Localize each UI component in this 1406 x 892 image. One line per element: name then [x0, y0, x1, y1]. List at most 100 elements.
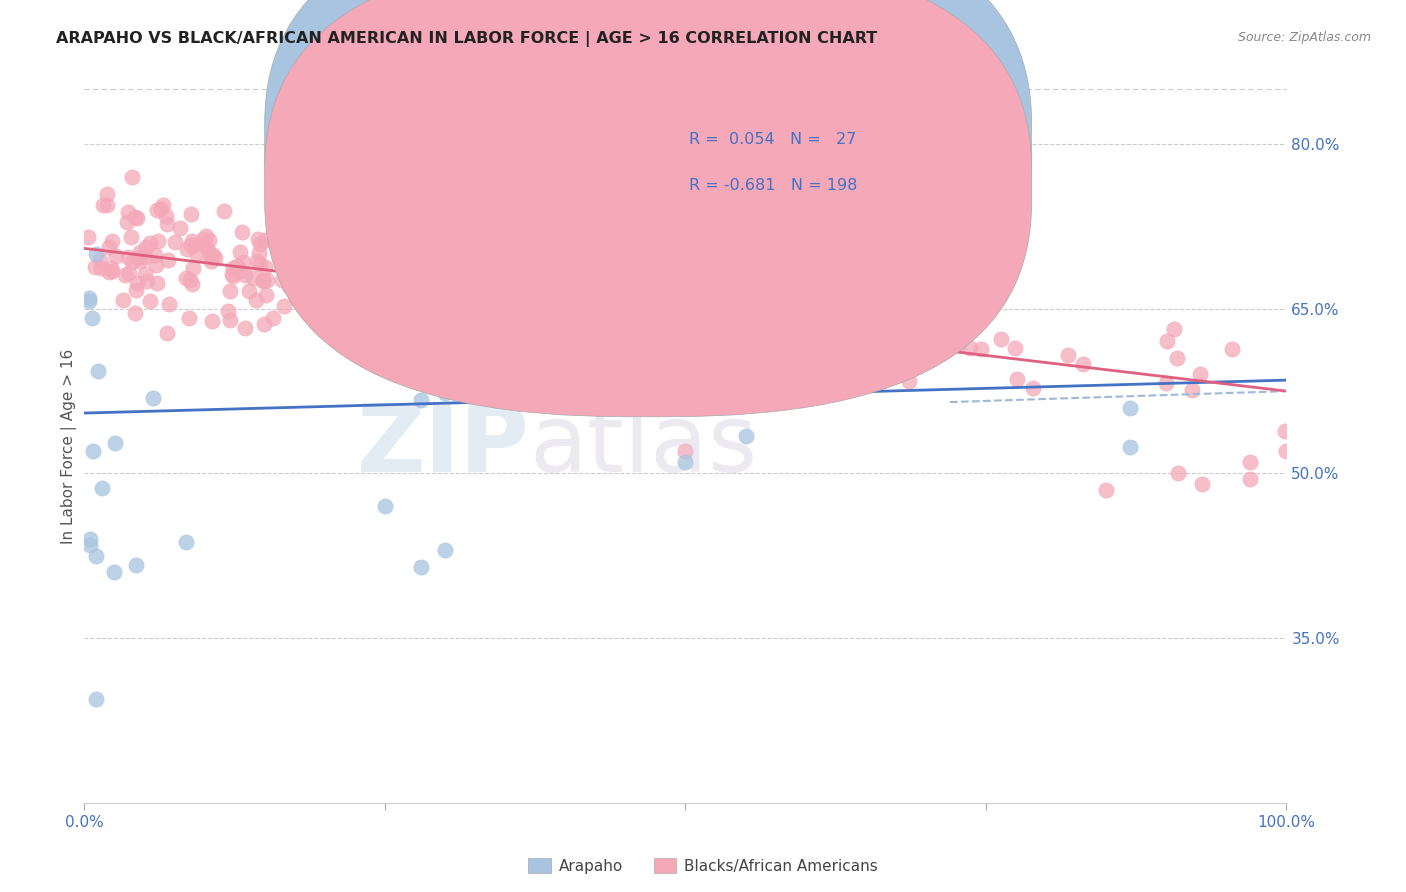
- Point: [273, 241, 295, 255]
- Point: [221, 267, 243, 281]
- Point: [253, 260, 276, 274]
- Point: [201, 247, 224, 261]
- Point: [890, 337, 912, 351]
- Point: [277, 279, 299, 293]
- Point: [959, 341, 981, 355]
- Point: [197, 233, 219, 247]
- Point: [322, 328, 344, 343]
- Point: [1119, 401, 1142, 415]
- Point: [194, 228, 217, 243]
- Point: [252, 274, 274, 288]
- Point: [1275, 444, 1298, 458]
- Text: atlas: atlas: [529, 400, 758, 492]
- Point: [368, 284, 391, 298]
- Point: [467, 293, 489, 307]
- Point: [1022, 381, 1045, 395]
- Point: [139, 235, 162, 250]
- Point: [254, 287, 277, 301]
- Point: [125, 211, 148, 226]
- Y-axis label: In Labor Force | Age > 16: In Labor Force | Age > 16: [62, 349, 77, 543]
- Point: [82, 444, 104, 458]
- Text: Source: ZipAtlas.com: Source: ZipAtlas.com: [1237, 31, 1371, 45]
- Point: [1154, 376, 1177, 391]
- Point: [157, 252, 180, 267]
- Text: ZIP: ZIP: [356, 400, 529, 492]
- Point: [322, 293, 344, 308]
- Point: [77, 291, 100, 305]
- Point: [337, 266, 360, 280]
- Point: [124, 305, 146, 319]
- Point: [121, 169, 143, 184]
- Point: [117, 205, 139, 219]
- Point: [169, 221, 191, 235]
- Text: R =  0.054   N =   27: R = 0.054 N = 27: [689, 132, 856, 147]
- Point: [127, 276, 149, 290]
- Point: [262, 311, 284, 326]
- Point: [145, 258, 167, 272]
- Point: [733, 329, 755, 343]
- Point: [328, 242, 350, 256]
- Point: [103, 566, 125, 580]
- Point: [82, 311, 104, 326]
- Point: [231, 225, 253, 239]
- Point: [295, 250, 318, 264]
- Point: [1095, 483, 1118, 497]
- Point: [86, 549, 108, 563]
- Point: [256, 273, 278, 287]
- Point: [143, 248, 166, 262]
- Point: [865, 371, 887, 385]
- Point: [675, 444, 697, 458]
- Point: [485, 283, 508, 297]
- Point: [315, 252, 337, 266]
- Point: [86, 691, 108, 706]
- Point: [180, 207, 202, 221]
- Point: [640, 298, 662, 312]
- Point: [314, 294, 336, 309]
- Point: [990, 332, 1012, 346]
- Point: [136, 274, 159, 288]
- Point: [200, 314, 222, 328]
- Point: [302, 285, 325, 299]
- Point: [1004, 341, 1026, 355]
- Point: [346, 285, 368, 300]
- Point: [249, 237, 271, 252]
- Point: [125, 558, 148, 573]
- Point: [1057, 348, 1080, 362]
- Point: [427, 278, 450, 293]
- Point: [405, 319, 427, 334]
- Point: [90, 261, 112, 276]
- Point: [349, 279, 371, 293]
- Point: [77, 294, 100, 309]
- Point: [200, 249, 222, 263]
- Point: [114, 268, 136, 283]
- Text: ARAPAHO VS BLACK/AFRICAN AMERICAN IN LABOR FORCE | AGE > 16 CORRELATION CHART: ARAPAHO VS BLACK/AFRICAN AMERICAN IN LAB…: [56, 31, 877, 47]
- Point: [368, 275, 391, 289]
- Legend: Arapaho, Blacks/African Americans: Arapaho, Blacks/African Americans: [522, 852, 884, 880]
- Point: [314, 307, 336, 321]
- Point: [129, 254, 152, 268]
- Point: [127, 251, 149, 265]
- Point: [134, 251, 156, 265]
- Point: [226, 259, 249, 273]
- Point: [463, 292, 485, 306]
- Point: [146, 202, 169, 217]
- Point: [233, 320, 256, 334]
- Point: [249, 257, 271, 271]
- Point: [232, 254, 254, 268]
- Point: [1220, 343, 1243, 357]
- Point: [181, 235, 204, 249]
- Point: [406, 260, 429, 274]
- Point: [174, 534, 197, 549]
- Point: [312, 239, 335, 253]
- Point: [86, 247, 108, 261]
- Point: [283, 254, 305, 268]
- Point: [89, 253, 111, 268]
- Point: [179, 273, 201, 287]
- Point: [277, 245, 299, 260]
- Point: [724, 285, 747, 299]
- Point: [142, 391, 165, 405]
- Point: [1239, 472, 1261, 486]
- Point: [87, 364, 110, 378]
- Point: [139, 294, 162, 309]
- Point: [1167, 467, 1189, 481]
